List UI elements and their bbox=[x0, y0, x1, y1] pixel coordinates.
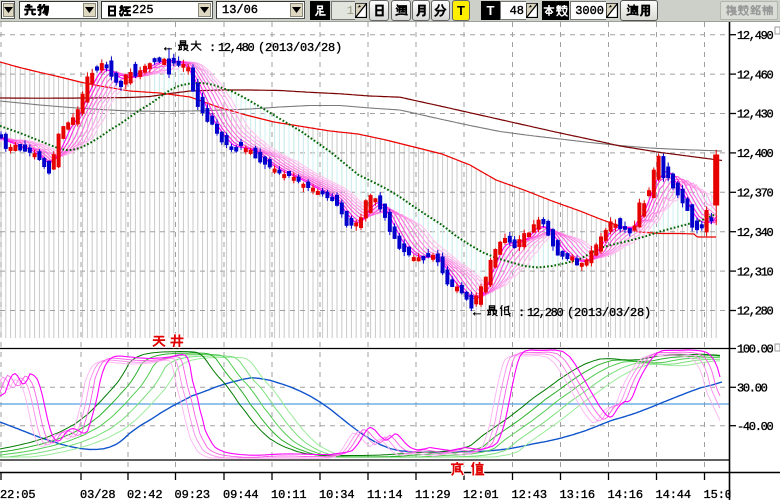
svg-text:14:16: 14:16 bbox=[608, 488, 644, 500]
svg-text:←: ← bbox=[473, 305, 481, 320]
svg-text:11:14: 11:14 bbox=[367, 488, 403, 500]
svg-text:12,430: 12,430 bbox=[737, 108, 774, 122]
svg-text:12,280: 12,280 bbox=[737, 305, 774, 319]
svg-text:12,490: 12,490 bbox=[737, 29, 774, 43]
svg-text:12:01: 12:01 bbox=[463, 488, 499, 500]
svg-text:←: ← bbox=[164, 40, 172, 55]
svg-text:12,480: 12,480 bbox=[218, 41, 255, 55]
svg-text:100.00: 100.00 bbox=[737, 343, 774, 357]
svg-text:12,310: 12,310 bbox=[737, 265, 774, 279]
svg-text:15:03: 15:03 bbox=[704, 488, 740, 500]
svg-text:12,400: 12,400 bbox=[737, 147, 774, 161]
svg-text::: : bbox=[209, 41, 216, 55]
svg-text:13:16: 13:16 bbox=[560, 488, 596, 500]
svg-text:-40.00: -40.00 bbox=[737, 420, 774, 434]
svg-text:22:05: 22:05 bbox=[0, 488, 36, 500]
svg-text:03/28: 03/28 bbox=[80, 488, 116, 500]
svg-text:12:43: 12:43 bbox=[512, 488, 548, 500]
svg-text:02:42: 02:42 bbox=[127, 488, 163, 500]
svg-text:(2013/03/28): (2013/03/28) bbox=[567, 306, 651, 320]
svg-text:10:11: 10:11 bbox=[271, 488, 307, 500]
svg-text:09:44: 09:44 bbox=[223, 488, 259, 500]
svg-text:09:23: 09:23 bbox=[175, 488, 211, 500]
svg-text:10:34: 10:34 bbox=[319, 488, 355, 500]
svg-text:11:29: 11:29 bbox=[415, 488, 451, 500]
svg-text:12,280: 12,280 bbox=[527, 306, 564, 320]
svg-text:12,370: 12,370 bbox=[737, 187, 774, 201]
svg-text:12,460: 12,460 bbox=[737, 68, 774, 82]
svg-text:(2013/03/28): (2013/03/28) bbox=[258, 41, 342, 55]
svg-text:14:44: 14:44 bbox=[656, 488, 692, 500]
svg-text:12,340: 12,340 bbox=[737, 226, 774, 240]
svg-text:30.00: 30.00 bbox=[737, 382, 768, 396]
svg-text::: : bbox=[518, 306, 525, 320]
